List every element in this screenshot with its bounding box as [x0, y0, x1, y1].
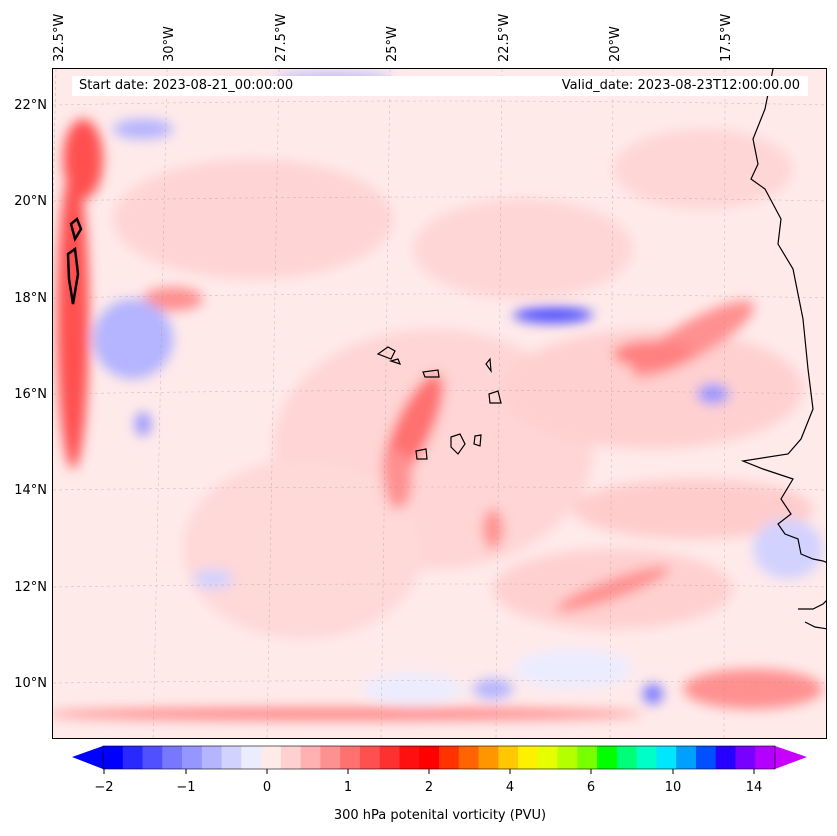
colorbar-cell	[478, 746, 499, 769]
lat-label-16n: 16°N	[14, 387, 47, 402]
colorbar-cell	[557, 746, 578, 769]
colorbar-cell	[755, 746, 776, 769]
colorbar-cell	[537, 746, 559, 769]
colorbar-cell	[340, 746, 361, 769]
colorbar-cell	[597, 746, 618, 769]
colorbar-extend-high	[775, 746, 807, 769]
colorbar-cell	[439, 746, 460, 769]
colorbar-cell	[577, 746, 598, 769]
colorbar-cell	[458, 746, 480, 769]
map-panel	[52, 68, 827, 739]
colorbar-cell	[379, 746, 400, 769]
lon-label-30w: 30°W	[162, 26, 177, 62]
date-info-bar: Start date: 2023-08-21_00:00:00 Valid_da…	[72, 76, 808, 96]
cb-tick-10: 10	[664, 780, 682, 795]
colorbar-cell	[182, 746, 203, 769]
cb-tick-4: 4	[505, 780, 515, 795]
cb-tick-neg2: −2	[94, 780, 114, 795]
pv-field-map	[53, 69, 826, 738]
colorbar-cell	[280, 746, 302, 769]
colorbar-cell	[715, 746, 736, 769]
colorbar-cell	[656, 746, 677, 769]
lon-label-17-5w: 17.5°W	[719, 13, 734, 62]
colorbar-cell	[142, 746, 163, 769]
coastline	[66, 69, 826, 630]
lat-label-18n: 18°N	[14, 291, 47, 306]
colorbar-cell	[103, 746, 124, 769]
lat-label-22n: 22°N	[14, 98, 47, 113]
lat-label-12n: 12°N	[14, 580, 47, 595]
colorbar-cell	[201, 746, 223, 769]
colorbar-cell	[676, 746, 697, 769]
graticule	[53, 69, 826, 738]
colorbar-cell	[300, 746, 321, 769]
lon-label-22-5w: 22.5°W	[497, 13, 512, 62]
colorbar-cell	[320, 746, 341, 769]
lat-label-14n: 14°N	[14, 483, 47, 498]
lon-label-27-5w: 27.5°W	[274, 13, 289, 62]
lat-label-10n: 10°N	[14, 676, 47, 691]
colorbar-cell	[735, 746, 756, 769]
cb-tick-0: 0	[262, 780, 272, 795]
colorbar-extend-low	[72, 746, 103, 769]
colorbar-cell	[221, 746, 242, 769]
lon-label-32-5w: 32.5°W	[52, 13, 67, 62]
lat-label-20n: 20°N	[14, 194, 47, 209]
cb-tick-6: 6	[586, 780, 596, 795]
colorbar-cell	[419, 746, 440, 769]
colorbar-cell	[695, 746, 717, 769]
colorbar-cell	[261, 746, 282, 769]
colorbar-outline	[102, 745, 776, 770]
colorbar-cell	[399, 746, 420, 769]
colorbar-cell	[359, 746, 381, 769]
colorbar-cell	[518, 746, 539, 769]
colorbar-cell	[241, 746, 262, 769]
lon-label-20w: 20°W	[608, 26, 623, 62]
colorbar-cell	[616, 746, 638, 769]
start-date-text: Start date: 2023-08-21_00:00:00	[79, 78, 294, 93]
cb-tick-1: 1	[343, 780, 353, 795]
colorbar-cell	[122, 746, 144, 769]
cb-tick-neg1: −1	[176, 780, 196, 795]
colorbar-cells	[103, 746, 776, 769]
valid-date-text: Valid_date: 2023-08-23T12:00:00.00	[561, 78, 800, 93]
colorbar-cell	[636, 746, 657, 769]
cb-tick-14: 14	[745, 780, 763, 795]
colorbar-label: 300 hPa potenital vorticity (PVU)	[333, 808, 547, 823]
colorbar-cell	[162, 746, 183, 769]
lon-label-25w: 25°W	[385, 26, 400, 62]
cb-tick-2: 2	[424, 780, 434, 795]
colorbar-cell	[498, 746, 519, 769]
